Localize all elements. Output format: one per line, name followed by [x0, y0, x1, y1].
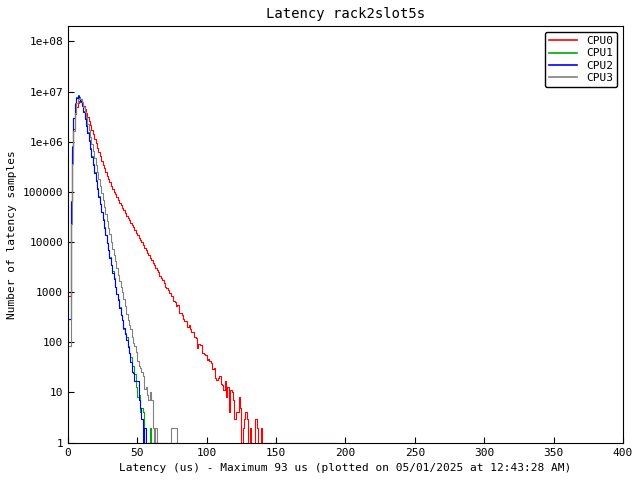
- CPU0: [72, 104, 80, 109]
- CPU2: [68, 144, 76, 150]
- CPU3: [75, 95, 83, 101]
- CPU0: [237, 440, 245, 445]
- CPU2: [75, 95, 83, 100]
- CPU2: [65, 316, 73, 322]
- CPU0: [133, 232, 141, 238]
- CPU3: [79, 104, 87, 109]
- CPU2: [74, 93, 81, 99]
- CPU1: [75, 94, 83, 100]
- CPU1: [88, 153, 95, 159]
- CPU3: [150, 440, 157, 445]
- CPU0: [65, 293, 73, 299]
- Line: CPU2: CPU2: [69, 96, 166, 443]
- CPU3: [148, 425, 156, 431]
- CPU3: [107, 239, 115, 245]
- Y-axis label: Number of latency samples: Number of latency samples: [7, 150, 17, 319]
- Line: CPU1: CPU1: [69, 96, 157, 443]
- CPU3: [173, 440, 181, 445]
- CPU3: [89, 148, 97, 154]
- CPU3: [96, 183, 104, 189]
- CPU0: [75, 98, 83, 104]
- Line: CPU0: CPU0: [69, 101, 337, 443]
- CPU2: [79, 109, 87, 115]
- Title: Latency rack2slot5s: Latency rack2slot5s: [266, 7, 425, 21]
- CPU0: [83, 114, 91, 120]
- CPU3: [120, 296, 127, 302]
- CPU1: [68, 143, 76, 149]
- CPU1: [108, 268, 116, 274]
- CPU0: [118, 204, 126, 210]
- X-axis label: Latency (us) - Maximum 93 us (plotted on 05/01/2025 at 12:43:28 AM): Latency (us) - Maximum 93 us (plotted on…: [119, 463, 572, 473]
- CPU1: [74, 93, 81, 98]
- CPU3: [65, 343, 73, 349]
- CPU2: [88, 154, 95, 159]
- CPU1: [79, 108, 87, 114]
- CPU2: [163, 440, 170, 445]
- CPU1: [140, 440, 148, 445]
- CPU0: [333, 440, 341, 445]
- CPU2: [139, 440, 147, 445]
- Legend: CPU0, CPU1, CPU2, CPU3: CPU0, CPU1, CPU2, CPU3: [545, 32, 618, 87]
- CPU1: [125, 350, 132, 356]
- CPU2: [108, 270, 116, 276]
- CPU2: [125, 350, 132, 356]
- CPU0: [147, 257, 155, 263]
- CPU0: [154, 269, 162, 275]
- CPU1: [65, 316, 73, 322]
- CPU1: [153, 440, 161, 445]
- Line: CPU3: CPU3: [69, 98, 177, 443]
